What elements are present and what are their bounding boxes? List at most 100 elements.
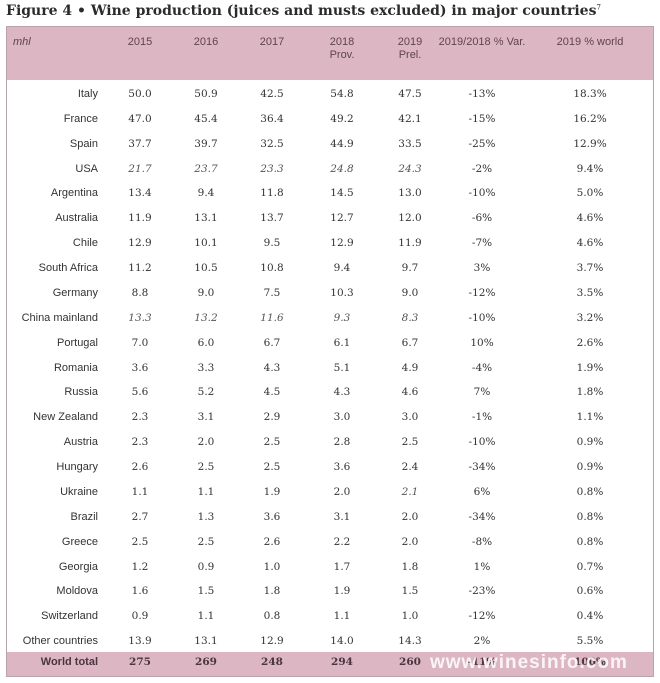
value-cell: 10% bbox=[470, 336, 494, 349]
country-label: France bbox=[63, 112, 98, 125]
country-label: South Africa bbox=[38, 262, 98, 275]
value-cell: 294 bbox=[331, 656, 353, 668]
value-cell: -11% bbox=[467, 656, 497, 668]
value-cell: 2.2 bbox=[333, 535, 351, 548]
value-cell: 3% bbox=[473, 262, 491, 275]
column-header-line1: 2019 bbox=[397, 36, 423, 48]
value-cell: -15% bbox=[468, 112, 496, 125]
value-cell: 248 bbox=[261, 656, 283, 668]
country-label: Hungary bbox=[56, 461, 98, 474]
value-cell: 42.5 bbox=[260, 88, 284, 100]
value-cell: 9.4% bbox=[576, 162, 604, 175]
value-cell: 0.8% bbox=[576, 535, 604, 548]
country-label: Italy bbox=[77, 88, 98, 100]
value-cell: 2.9 bbox=[263, 411, 281, 424]
value-cell: -6% bbox=[471, 212, 493, 225]
value-cell: 49.2 bbox=[330, 112, 354, 125]
value-cell: 14.0 bbox=[330, 635, 354, 648]
country-label: Switzerland bbox=[41, 610, 98, 623]
value-cell: 6.7 bbox=[401, 336, 419, 349]
value-cell: 2.5 bbox=[197, 461, 215, 474]
value-cell: -10% bbox=[468, 187, 496, 200]
value-cell: 6.0 bbox=[197, 336, 215, 349]
value-cell: 2.4 bbox=[401, 461, 419, 474]
value-cell: 54.8 bbox=[330, 88, 354, 100]
value-cell: 12.9 bbox=[330, 237, 354, 250]
value-cell: -8% bbox=[471, 535, 493, 548]
value-cell: 7.5 bbox=[263, 286, 281, 299]
value-cell: 1.0 bbox=[401, 610, 419, 623]
table-row: France 47.0 45.4 36.4 49.2 42.1 -15% 16.2% bbox=[0, 109, 660, 134]
value-cell: 11.9 bbox=[128, 212, 152, 225]
value-cell: 100% bbox=[574, 656, 606, 668]
table-row: Romania 3.6 3.3 4.3 5.1 4.9 -4% 1.9% bbox=[0, 358, 660, 383]
table-row: Portugal 7.0 6.0 6.7 6.1 6.7 10% 2.6% bbox=[0, 333, 660, 358]
value-cell: 1.8% bbox=[576, 386, 604, 399]
value-cell: 13.3 bbox=[128, 311, 152, 324]
column-header: 2017 bbox=[242, 36, 302, 49]
country-label: Argentina bbox=[50, 187, 98, 200]
value-cell: 1.5 bbox=[401, 585, 419, 598]
country-label: Greece bbox=[61, 535, 98, 548]
country-label: China mainland bbox=[21, 311, 98, 324]
value-cell: 2.6% bbox=[576, 336, 604, 349]
value-cell: 39.7 bbox=[194, 137, 218, 150]
value-cell: 12.9 bbox=[260, 635, 284, 648]
value-cell: 1.8 bbox=[401, 560, 419, 573]
value-cell: 8.3 bbox=[401, 311, 419, 324]
value-cell: 2.3 bbox=[131, 436, 149, 449]
country-label: Georgia bbox=[58, 560, 98, 573]
country-label: Germany bbox=[52, 286, 98, 299]
country-label: Russia bbox=[64, 386, 98, 399]
value-cell: 0.9 bbox=[197, 560, 215, 573]
value-cell: 7% bbox=[473, 386, 491, 399]
total-row: World total 275 269 248 294 260 -11% 100% bbox=[0, 652, 660, 677]
value-cell: 6.7 bbox=[263, 336, 281, 349]
column-header: 2019/2018 % Var. bbox=[427, 36, 537, 49]
value-cell: 8.8 bbox=[131, 286, 149, 299]
value-cell: 2.0 bbox=[401, 535, 419, 548]
table-row: Austria 2.3 2.0 2.5 2.8 2.5 -10% 0.9% bbox=[0, 432, 660, 457]
value-cell: 4.6% bbox=[576, 237, 604, 250]
country-label: Austria bbox=[63, 436, 98, 449]
value-cell: 47.5 bbox=[398, 88, 422, 100]
country-label: Australia bbox=[55, 212, 98, 225]
unit-label: mhl bbox=[13, 36, 31, 48]
value-cell: 6% bbox=[473, 485, 491, 498]
value-cell: -23% bbox=[468, 585, 496, 598]
value-cell: 3.1 bbox=[333, 510, 351, 523]
value-cell: 23.3 bbox=[260, 162, 284, 175]
value-cell: 5.2 bbox=[197, 386, 215, 399]
column-header-line1: 2016 bbox=[193, 36, 219, 48]
value-cell: 47.0 bbox=[128, 112, 152, 125]
value-cell: 3.6 bbox=[263, 510, 281, 523]
column-header-line1: 2019 % world bbox=[556, 36, 624, 48]
value-cell: 0.7% bbox=[576, 560, 604, 573]
value-cell: 2.7 bbox=[131, 510, 149, 523]
country-label: Ukraine bbox=[60, 485, 98, 498]
value-cell: -34% bbox=[468, 510, 496, 523]
column-header-line1: 2018 bbox=[329, 36, 355, 48]
value-cell: 50.0 bbox=[128, 88, 152, 100]
value-cell: 4.5 bbox=[263, 386, 281, 399]
table-row: New Zealand 2.3 3.1 2.9 3.0 3.0 -1% 1.1% bbox=[0, 407, 660, 432]
value-cell: 1.9 bbox=[263, 485, 281, 498]
value-cell: 3.3 bbox=[197, 361, 215, 374]
table-row: Australia 11.9 13.1 13.7 12.7 12.0 -6% 4.6% bbox=[0, 208, 660, 233]
value-cell: 2.5 bbox=[197, 535, 215, 548]
value-cell: 9.5 bbox=[263, 237, 281, 250]
table-row: Other countries 13.9 13.1 12.9 14.0 14.3 2% 5.5… bbox=[0, 631, 660, 656]
value-cell: 0.8% bbox=[576, 510, 604, 523]
country-label: Chile bbox=[72, 237, 98, 250]
value-cell: 23.7 bbox=[194, 162, 218, 175]
value-cell: 16.2% bbox=[573, 112, 607, 125]
value-cell: 0.9% bbox=[576, 461, 604, 474]
value-cell: 5.5% bbox=[576, 635, 604, 648]
value-cell: -34% bbox=[468, 461, 496, 474]
value-cell: -25% bbox=[468, 137, 496, 150]
value-cell: 5.1 bbox=[333, 361, 351, 374]
value-cell: 11.2 bbox=[128, 262, 152, 275]
value-cell: 5.0% bbox=[576, 187, 604, 200]
value-cell: 1.1 bbox=[197, 610, 215, 623]
country-label: Spain bbox=[69, 137, 98, 150]
